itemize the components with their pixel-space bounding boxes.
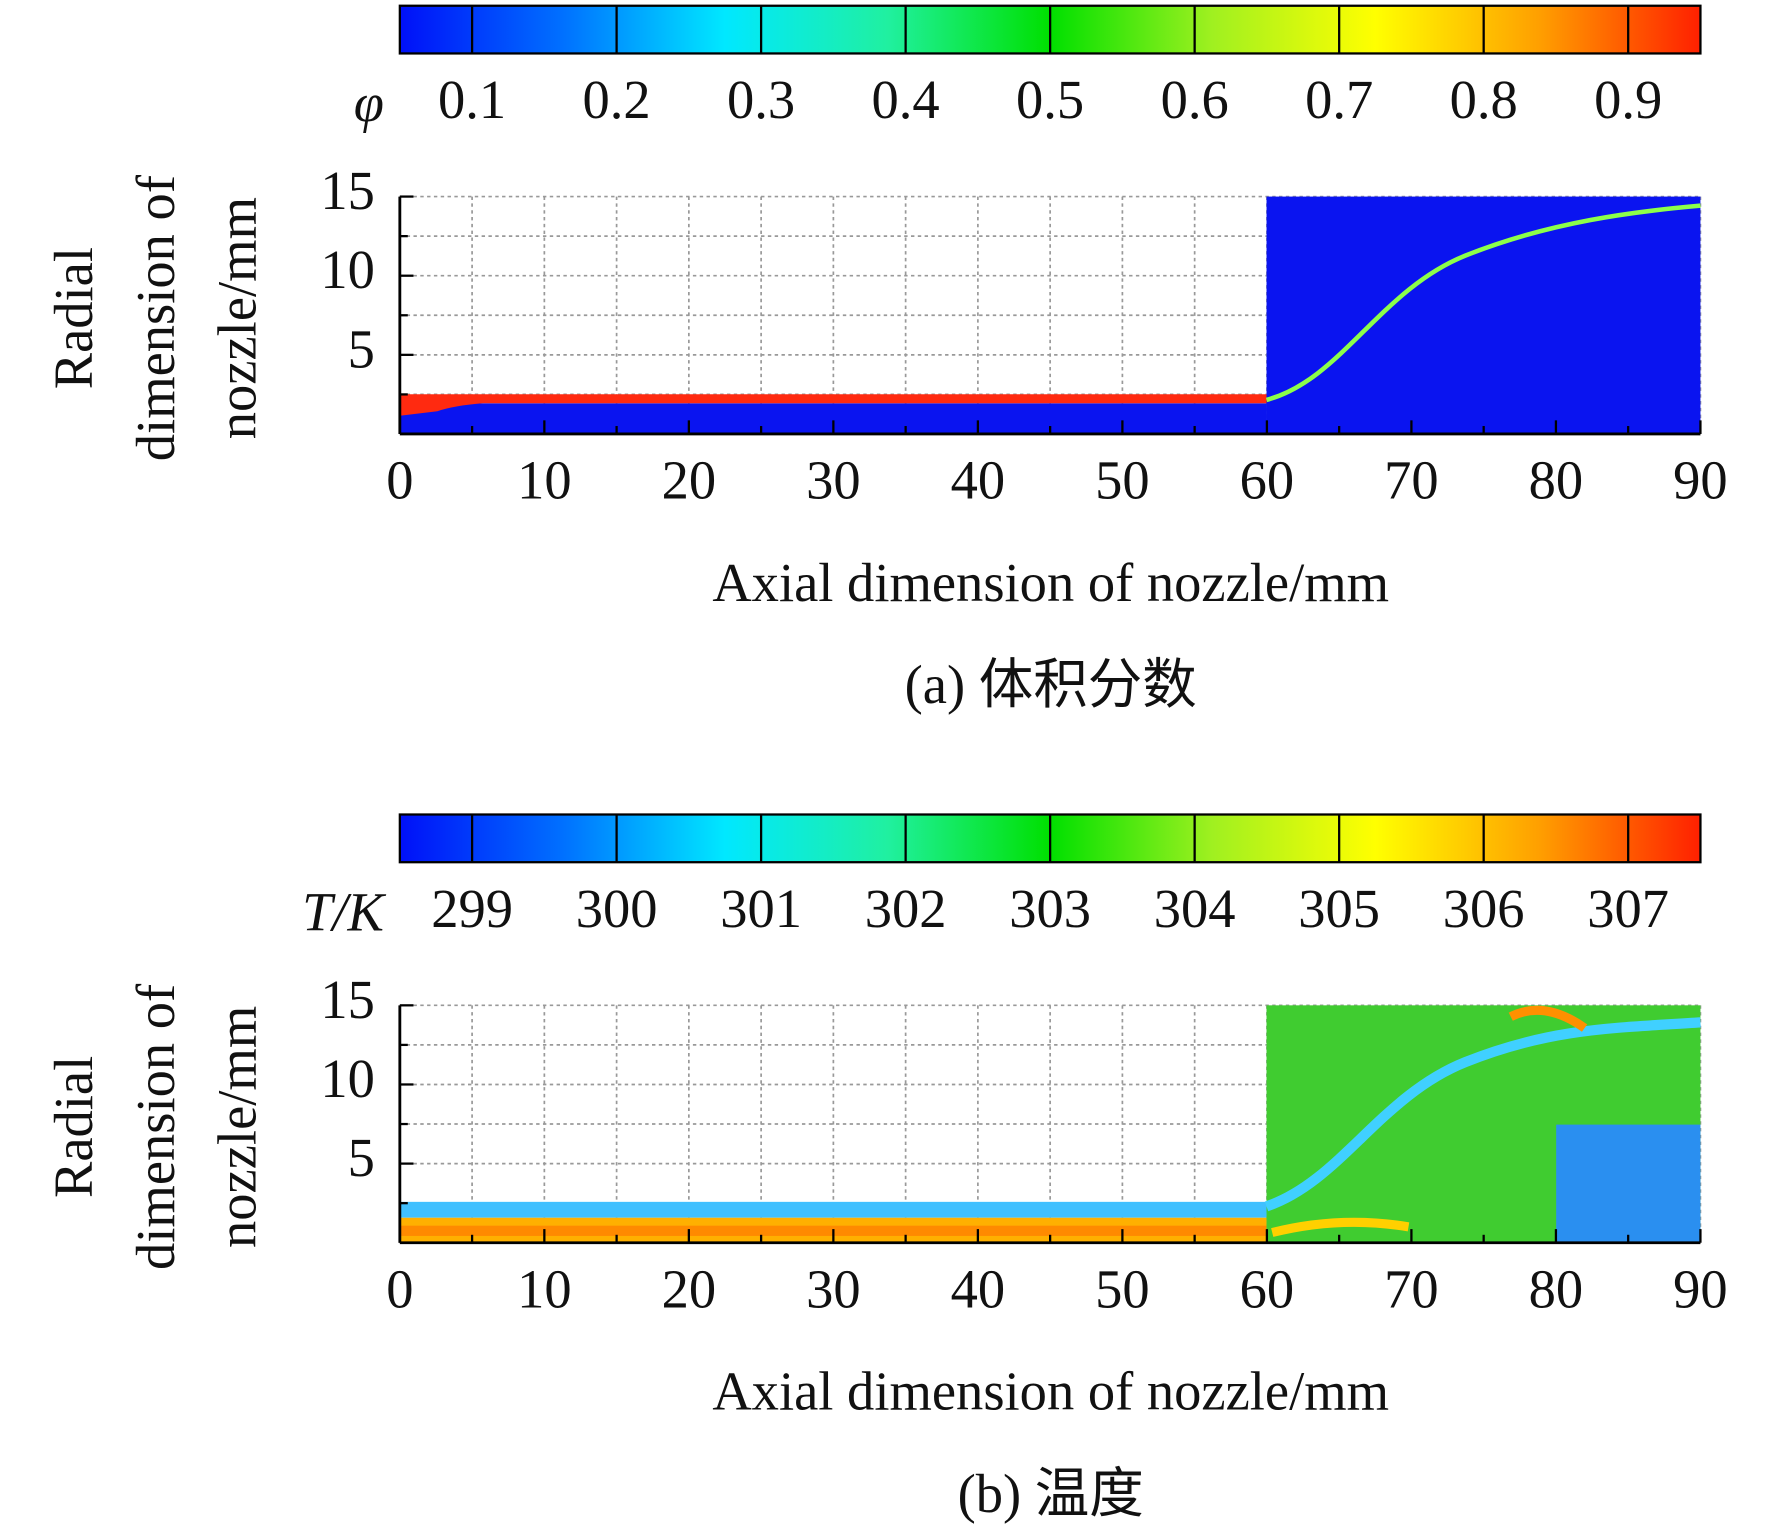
x-tick-label: 0 — [386, 450, 413, 511]
x-tick-label: 60 — [1240, 450, 1295, 511]
x-tick-label: 50 — [1095, 450, 1150, 511]
x-tick-label: 90 — [1673, 450, 1728, 511]
colorbar-tick-label: 0.1 — [438, 69, 506, 130]
colorbar-tick-label: 300 — [576, 878, 658, 939]
x-tick-label: 30 — [806, 1259, 861, 1320]
x-tick-label: 80 — [1529, 1259, 1584, 1320]
y-axis-label: Radial — [43, 247, 104, 389]
colorbar-tick-label: 0.2 — [583, 69, 651, 130]
caption: (a) 体积分数 — [905, 654, 1197, 715]
colorbar-tick-label: 0.6 — [1161, 69, 1229, 130]
x-axis-label: Axial dimension of nozzle/mm — [712, 552, 1389, 613]
colorbar-tick-label: 302 — [865, 878, 947, 939]
y-axis-label: nozzle/mm — [207, 1006, 268, 1248]
x-tick-label: 0 — [386, 1259, 413, 1320]
y-tick-label: 15 — [320, 969, 375, 1030]
colorbar-tick-label: 0.5 — [1016, 69, 1084, 130]
x-tick-label: 10 — [517, 1259, 572, 1320]
x-tick-label: 80 — [1529, 450, 1584, 511]
x-tick-label: 70 — [1384, 1259, 1439, 1320]
colorbar-tick-label: 304 — [1154, 878, 1236, 939]
x-tick-label: 40 — [951, 450, 1006, 511]
colorbar-tick-label: 305 — [1298, 878, 1380, 939]
y-tick-label: 10 — [320, 239, 375, 300]
x-tick-label: 40 — [951, 1259, 1006, 1320]
colorbar-label: φ — [354, 73, 384, 134]
colorbar-tick-label: 0.4 — [872, 69, 940, 130]
x-tick-label: 70 — [1384, 450, 1439, 511]
y-tick-label: 5 — [348, 318, 375, 379]
y-axis-label: dimension of — [125, 983, 186, 1270]
x-tick-label: 90 — [1673, 1259, 1728, 1320]
colorbar-tick-label: 0.7 — [1305, 69, 1373, 130]
colorbar-tick-label: 0.3 — [727, 69, 795, 130]
x-tick-label: 20 — [662, 1259, 717, 1320]
colorbar-tick-label: 306 — [1443, 878, 1525, 939]
x-tick-label: 60 — [1240, 1259, 1295, 1320]
x-tick-label: 10 — [517, 450, 572, 511]
axes-layer: 0.1 0.2 0.3 0.4 0.5 0.6 0.7 0.8 0.9φ0 10 20 30 40 50 6… — [43, 4, 1728, 1524]
y-tick-label: 10 — [320, 1048, 375, 1109]
colorbar-tick-label: 307 — [1587, 878, 1669, 939]
colorbar-tick-label: 301 — [720, 878, 802, 939]
colorbar-tick-label: 0.8 — [1450, 69, 1518, 130]
colorbar-tick-label: 303 — [1009, 878, 1091, 939]
field-volume-fraction — [399, 196, 1701, 434]
x-tick-label: 20 — [662, 450, 717, 511]
y-axis-label: nozzle/mm — [207, 197, 268, 439]
y-tick-label: 5 — [348, 1127, 375, 1188]
x-tick-label: 30 — [806, 450, 861, 511]
y-axis-label: Radial — [43, 1056, 104, 1198]
colorbar-label: T/K — [302, 881, 386, 942]
colorbar-tick-label: 0.9 — [1594, 69, 1662, 130]
x-axis-label: Axial dimension of nozzle/mm — [712, 1361, 1389, 1422]
x-tick-label: 50 — [1095, 1259, 1150, 1320]
y-tick-label: 15 — [320, 160, 375, 221]
caption: (b) 温度 — [958, 1463, 1144, 1524]
colorbar-tick-label: 299 — [431, 878, 513, 939]
y-axis-label: dimension of — [125, 174, 186, 461]
